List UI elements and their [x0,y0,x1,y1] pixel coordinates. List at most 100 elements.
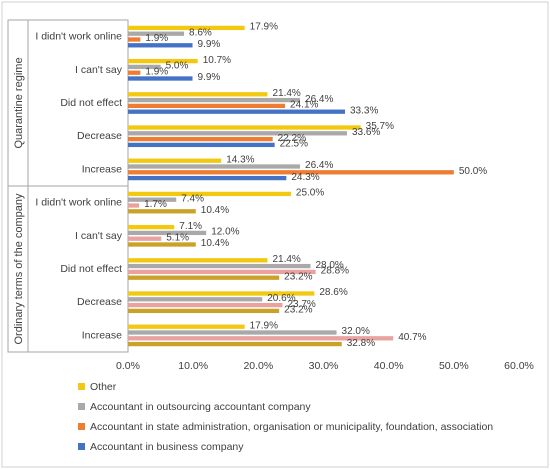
x-tick-label: 40.0% [374,360,404,372]
legend-label: Other [90,381,117,393]
legend-label: Accountant in business company [90,441,244,453]
bar-value-label: 1.7% [144,199,167,210]
value-labels-layer: 17.9%8.6%1.9%9.9%10.7%5.0%1.9%9.9%21.4%2… [144,22,487,349]
category-label: Decrease [77,296,122,308]
bar-value-label: 7.1% [179,221,202,232]
bar-value-label: 40.7% [398,332,426,343]
category-label: Decrease [77,130,122,142]
category-label: Increase [82,163,122,175]
bar-value-label: 21.4% [272,88,300,99]
bar-value-label: 35.7% [366,121,394,132]
bar [128,197,177,202]
bar-value-label: 32.8% [347,338,375,349]
bar-value-label: 17.9% [250,320,278,331]
bar [128,97,301,103]
bar-value-label: 17.9% [250,22,278,33]
legend: Other Accountant in outsourcing accountan… [78,381,493,453]
bar-value-label: 10.4% [201,205,229,216]
bar [128,291,315,296]
bar [128,142,275,148]
bar-value-label: 25.0% [296,188,324,199]
bar [128,25,245,31]
bar [128,170,454,175]
bar [128,136,273,142]
group-panels: Quarantine regime Ordinary terms of the c… [7,19,129,353]
legend-label: Accountant in state administration, orga… [90,421,493,433]
bar [128,336,394,341]
bar-value-label: 23.7% [287,299,315,310]
bar [128,125,361,130]
x-tick-label: 20.0% [243,360,273,372]
bar-value-label: 1.9% [145,66,168,77]
bar [128,275,280,280]
bar-value-label: 26.4% [305,160,333,171]
bar [128,158,222,163]
category-label: I didn't work online [35,31,122,43]
bars-layer [128,25,454,347]
bar-value-label: 21.4% [272,254,300,265]
bar-value-label: 33.3% [350,105,378,116]
bar [128,330,337,335]
bar-value-label: 5.1% [166,232,189,243]
bar-value-label: 9.9% [198,39,221,50]
bar [128,258,268,263]
x-tick-label: 0.0% [116,360,140,372]
bar-value-label: 20.6% [267,293,295,304]
category-labels-layer: I didn't work online I can't say Did not e… [35,31,122,342]
x-axis: 0.0% 10.0% 20.0% 30.0% 40.0% 50.0% 60.0% [116,360,534,372]
bar [128,297,263,302]
bar [128,175,287,181]
bar [128,76,193,81]
bar-value-label: 28.0% [315,260,343,271]
legend-swatch [78,383,85,390]
bar-value-label: 23.2% [284,305,312,316]
bar [128,263,311,269]
bar-value-label: 50.0% [459,166,487,177]
bar [128,308,280,314]
bar-value-label: 8.6% [189,27,212,38]
bar-value-label: 12.0% [211,227,239,238]
bar [128,64,161,70]
category-label: I can't say [75,64,123,76]
bar [128,224,175,230]
bar-value-label: 28.8% [321,266,349,277]
bar [128,70,141,75]
bar [128,269,316,275]
bar [128,341,342,347]
bar-value-label: 22.5% [280,139,308,150]
bar-value-label: 14.3% [226,154,254,165]
bar-value-label: 33.6% [352,127,380,138]
bar [128,230,207,236]
category-label: Increase [82,329,122,341]
group-label: Ordinary terms of the company [13,193,25,345]
bar-value-label: 24.1% [290,100,318,111]
bar [128,203,140,208]
bar-value-label: 26.4% [305,94,333,105]
bar [128,31,185,36]
category-label: I didn't work online [35,197,122,209]
group-label: Quarantine regime [13,57,25,148]
bar [128,37,141,42]
bar [128,109,346,114]
category-label: Did not effect [60,97,122,109]
bar [128,131,347,136]
bar-value-label: 28.6% [319,287,347,298]
group-panel [7,185,129,353]
legend-swatch [78,443,85,450]
category-label: I can't say [75,230,123,242]
bar [128,236,162,241]
bar-value-label: 22.2% [278,133,306,144]
bar [128,103,286,109]
bar-value-label: 24.3% [291,172,319,183]
x-tick-label: 60.0% [504,360,534,372]
bar-value-label: 1.9% [145,33,168,44]
bar [128,209,196,214]
legend-label: Accountant in outsourcing accountant com… [90,401,311,413]
bar [128,302,283,308]
bar [128,242,196,247]
category-label: Did not effect [60,263,122,275]
bar [128,58,198,64]
bar-value-label: 32.0% [342,326,370,337]
bar [128,92,268,97]
